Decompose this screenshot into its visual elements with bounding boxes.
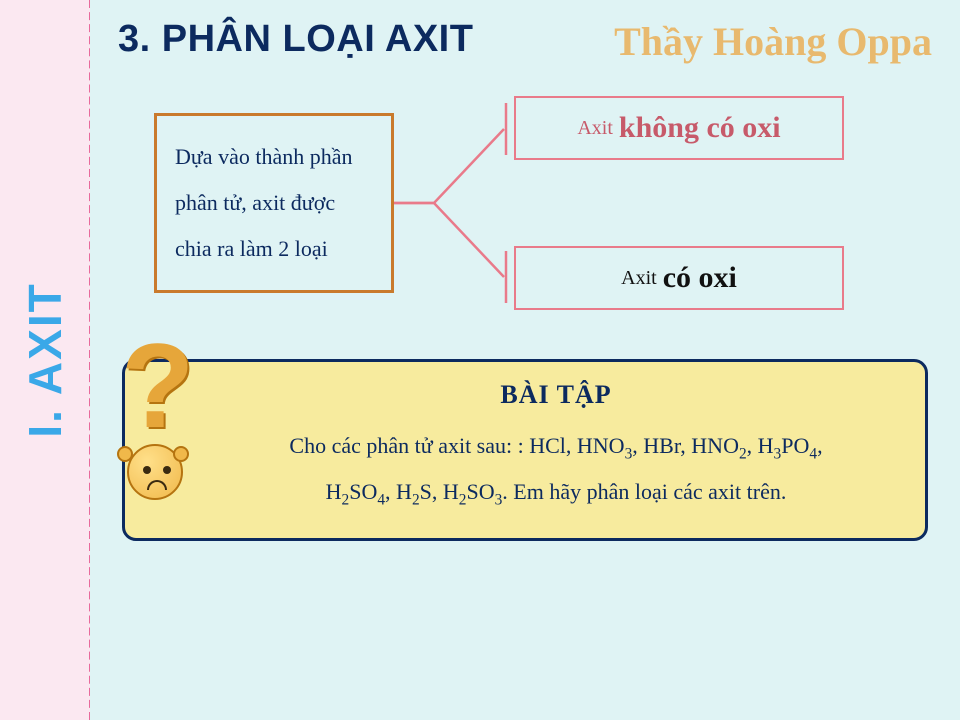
exercise-title: BÀI TẬP — [213, 380, 899, 410]
classification-diagram: Dựa vào thành phần phân tử, axit được ch… — [154, 93, 932, 313]
ex-text: , H — [747, 433, 774, 458]
left-strip: I. AXIT — [0, 0, 90, 720]
ex-sub: 4 — [377, 492, 385, 509]
header-row: 3. PHÂN LOẠI AXIT Thầy Hoàng Oppa — [118, 18, 932, 65]
branch1-prefix: Axit — [577, 117, 613, 140]
main-area: 3. PHÂN LOẠI AXIT Thầy Hoàng Oppa Dựa và… — [90, 0, 960, 720]
ex-sub: 2 — [739, 445, 747, 462]
ex-text: Cho các phân tử axit sau: : HCl, HNO — [289, 433, 624, 458]
ex-text: SO — [349, 479, 377, 504]
branch1-main: không có oxi — [619, 111, 781, 145]
branch-has-oxi: Axit có oxi — [514, 246, 844, 310]
teacher-name: Thầy Hoàng Oppa — [614, 18, 932, 65]
diagram-connector — [394, 93, 514, 313]
ex-text: S, H — [420, 479, 459, 504]
branches: Axit không có oxi Axit có oxi — [514, 96, 844, 310]
exercise-box: ? BÀI TẬP Cho các phân tử axit sau: : HC… — [122, 359, 928, 541]
exercise-body: Cho các phân tử axit sau: : HCl, HNO3, H… — [213, 424, 899, 516]
ex-text: SO — [466, 479, 494, 504]
ex-text: H — [326, 479, 342, 504]
slide-root: I. AXIT 3. PHÂN LOẠI AXIT Thầy Hoàng Opp… — [0, 0, 960, 720]
ex-sub: 4 — [809, 445, 817, 462]
premise-box: Dựa vào thành phần phân tử, axit được ch… — [154, 113, 394, 294]
ex-text: , — [817, 433, 823, 458]
section-title: 3. PHÂN LOẠI AXIT — [118, 18, 473, 61]
ex-text: . Em hãy phân loại các axit trên. — [502, 479, 786, 504]
branch-no-oxi: Axit không có oxi — [514, 96, 844, 160]
ex-sub: 2 — [412, 492, 420, 509]
left-section-label: I. AXIT — [18, 282, 72, 437]
ex-text: , HBr, HNO — [632, 433, 739, 458]
ex-text: PO — [781, 433, 809, 458]
question-mark-icon: ? — [109, 338, 219, 508]
ex-text: , H — [385, 479, 412, 504]
connector-lines-icon — [394, 93, 514, 313]
branch2-main: có oxi — [663, 261, 737, 295]
branch2-prefix: Axit — [621, 267, 657, 290]
